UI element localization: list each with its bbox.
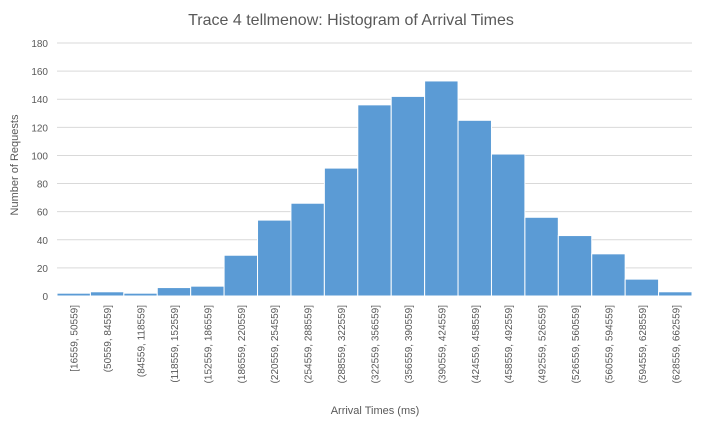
x-axis-ticks: [16559, 50559] (50559, 84559] (84559, 1185…	[70, 305, 683, 384]
x-axis-title: Arrival Times (ms)	[331, 405, 420, 417]
x-tick-label: (152559, 186559]	[203, 305, 214, 384]
x-tick-label: [16559, 50559]	[70, 305, 81, 372]
y-tick-label: 0	[42, 292, 48, 303]
bar	[123, 292, 158, 297]
bar	[56, 292, 91, 297]
bar	[524, 216, 559, 297]
x-tick-label: (220559, 254559]	[270, 305, 281, 384]
x-tick-label: (560559, 594559]	[604, 305, 615, 384]
x-tick-label: (628559, 662559]	[671, 305, 682, 384]
y-tick-label: 180	[31, 39, 48, 50]
bars	[56, 80, 693, 297]
x-tick-label: (526559, 560559]	[571, 305, 582, 384]
x-tick-label: (288559, 322559]	[337, 305, 348, 384]
bar	[424, 80, 459, 297]
bar	[658, 291, 693, 297]
x-tick-label: (50559, 84559]	[103, 305, 114, 373]
x-tick-label: (594559, 628559]	[638, 305, 649, 384]
bar	[290, 202, 325, 297]
x-tick-label: (254559, 288559]	[304, 305, 315, 384]
y-tick-label: 100	[31, 151, 48, 162]
bar	[390, 95, 426, 297]
x-tick-label: (492559, 526559]	[538, 305, 549, 384]
y-tick-label: 20	[37, 264, 49, 275]
x-tick-label: (390559, 424559]	[437, 305, 448, 384]
bar	[156, 287, 192, 297]
bar	[257, 219, 292, 297]
y-tick-label: 120	[31, 123, 48, 134]
bar	[89, 291, 125, 297]
y-tick-label: 40	[37, 236, 49, 247]
bar	[624, 278, 660, 297]
y-tick-label: 60	[37, 208, 49, 219]
bar	[457, 119, 492, 297]
x-tick-label: (186559, 220559]	[237, 305, 248, 384]
x-tick-label: (458559, 492559]	[504, 305, 515, 384]
bar	[223, 254, 259, 297]
x-tick-label: (118559, 152559]	[170, 305, 181, 383]
y-tick-label: 140	[31, 95, 48, 106]
bar	[557, 235, 593, 297]
bar	[591, 253, 626, 297]
bar	[490, 153, 526, 297]
x-tick-label: (322559, 356559]	[371, 305, 382, 384]
y-tick-label: 160	[31, 67, 48, 78]
x-tick-label: (356559, 390559]	[404, 305, 415, 384]
bar	[357, 104, 392, 297]
bar	[323, 167, 359, 297]
x-tick-label: (84559, 118559]	[137, 305, 148, 377]
x-tick-label: (424559, 458559]	[471, 305, 482, 384]
bar	[190, 285, 225, 297]
y-tick-label: 80	[37, 180, 49, 191]
y-axis-ticks: 0 20 40 60 80 100 120 140 160 180	[31, 39, 48, 303]
chart-title: Trace 4 tellmenow: Histogram of Arrival …	[188, 12, 514, 29]
y-axis-title: Number of Requests	[9, 114, 21, 215]
